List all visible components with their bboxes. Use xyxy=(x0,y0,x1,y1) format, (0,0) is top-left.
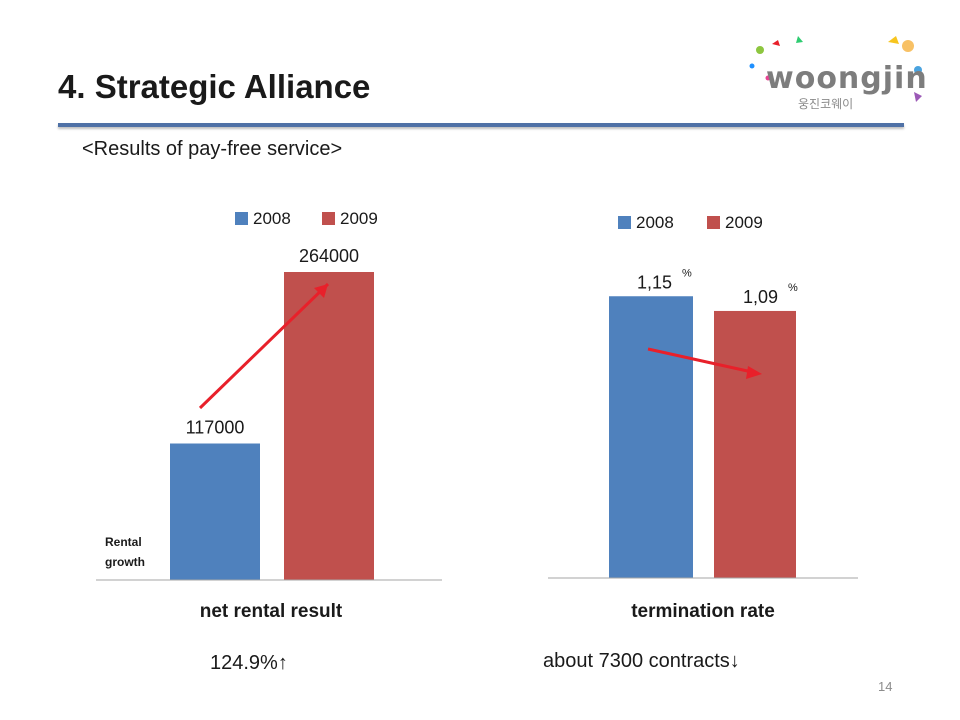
contracts-note: about 7300 contracts↓ xyxy=(543,650,740,672)
legend-label-2009-b: 2009 xyxy=(725,213,763,232)
data-label-2009: 264000 xyxy=(299,246,359,266)
growth-arrow xyxy=(198,282,330,410)
svg-text:woongjin: woongjin xyxy=(766,61,928,96)
data-unit-2009-b: % xyxy=(788,282,798,294)
chart-net-rental: 2008 2009 117000 264000 Rental growth ne… xyxy=(96,209,442,622)
legend-label-2009: 2009 xyxy=(340,209,378,228)
logo-confetti xyxy=(749,36,922,102)
legend-swatch-2009-b xyxy=(707,216,720,229)
data-label-2008-b: 1,15 xyxy=(637,272,672,292)
bar-2008 xyxy=(170,443,260,580)
data-unit-2008-b: % xyxy=(682,267,692,279)
decline-arrow-head xyxy=(746,366,762,379)
bar-2009-b xyxy=(714,310,796,578)
annotation-rental-growth-1: Rental xyxy=(105,535,142,549)
decline-arrow xyxy=(647,347,753,374)
slide-subtitle: <Results of pay-free service> xyxy=(82,138,343,160)
chart-termination-rate: 2008 2009 1,15 % 1,09 % termination rate xyxy=(548,213,858,622)
legend-swatch-2008-b xyxy=(618,216,631,229)
annotation-rental-growth-2: growth xyxy=(105,555,145,569)
chart-title-net-rental: net rental result xyxy=(200,601,343,622)
svg-text:웅진코웨이: 웅진코웨이 xyxy=(798,97,853,111)
chart-title-termination: termination rate xyxy=(631,601,775,622)
bar-2008-b xyxy=(609,296,693,578)
title-divider xyxy=(58,123,904,127)
legend-swatch-2009 xyxy=(322,212,335,225)
data-label-2008: 117000 xyxy=(186,418,245,438)
bar-2009 xyxy=(284,272,374,580)
data-label-2009-b: 1,09 xyxy=(743,287,778,307)
legend-label-2008: 2008 xyxy=(253,209,291,228)
growth-note: 124.9%↑ xyxy=(210,652,288,674)
woongjin-logo: woongjin 웅진코웨이 xyxy=(749,36,928,111)
legend-swatch-2008 xyxy=(235,212,248,225)
page-number: 14 xyxy=(878,679,893,694)
growth-arrow-head xyxy=(314,284,328,298)
slide-title: 4. Strategic Alliance xyxy=(58,68,371,105)
legend-label-2008-b: 2008 xyxy=(636,213,674,232)
